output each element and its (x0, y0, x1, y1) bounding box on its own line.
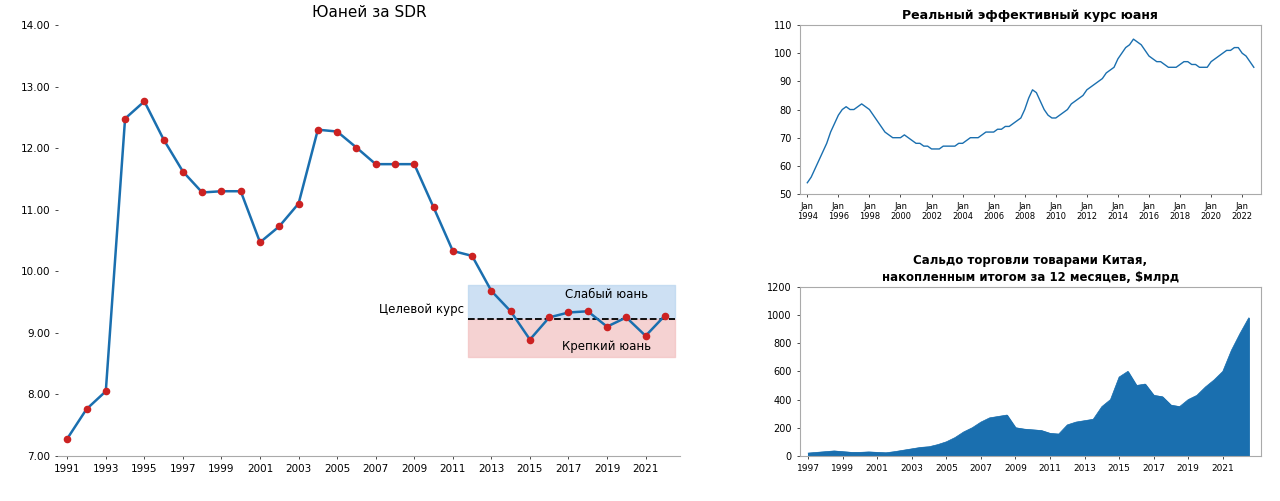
Point (539, 314, 559, 322)
Point (230, 187, 251, 195)
Point (269, 222, 289, 230)
Point (558, 309, 579, 317)
Text: Крепкий юань: Крепкий юань (562, 340, 652, 353)
Point (500, 307, 521, 315)
Point (58, 435, 78, 443)
Point (250, 238, 270, 246)
Point (385, 160, 406, 168)
Point (346, 143, 366, 151)
Point (443, 247, 463, 255)
Point (366, 160, 387, 168)
Point (173, 167, 193, 175)
Point (326, 128, 347, 136)
Point (635, 332, 655, 340)
Point (404, 160, 425, 168)
Point (481, 287, 502, 295)
Point (462, 252, 483, 260)
Point (154, 136, 174, 144)
Point (654, 312, 675, 320)
Point (134, 97, 155, 105)
Point (577, 307, 598, 315)
Point (192, 188, 212, 196)
Title: Юаней за SDR: Юаней за SDR (311, 5, 426, 20)
Text: Слабый юань: Слабый юань (566, 288, 649, 301)
Point (115, 115, 136, 123)
Point (596, 323, 617, 331)
Point (288, 199, 308, 207)
Point (96, 387, 116, 395)
Text: Целевой курс: Целевой курс (379, 303, 465, 316)
Point (616, 314, 636, 322)
Point (77, 405, 97, 413)
Title: Сальдо торговли товарами Китая,
накопленным итогом за 12 месяцев, $млрд: Сальдо торговли товарами Китая, накоплен… (882, 255, 1179, 285)
Point (307, 126, 328, 134)
Title: Реальный эффективный курс юаня: Реальный эффективный курс юаня (902, 10, 1158, 23)
Point (520, 336, 540, 344)
Point (424, 203, 444, 211)
Point (211, 187, 232, 195)
